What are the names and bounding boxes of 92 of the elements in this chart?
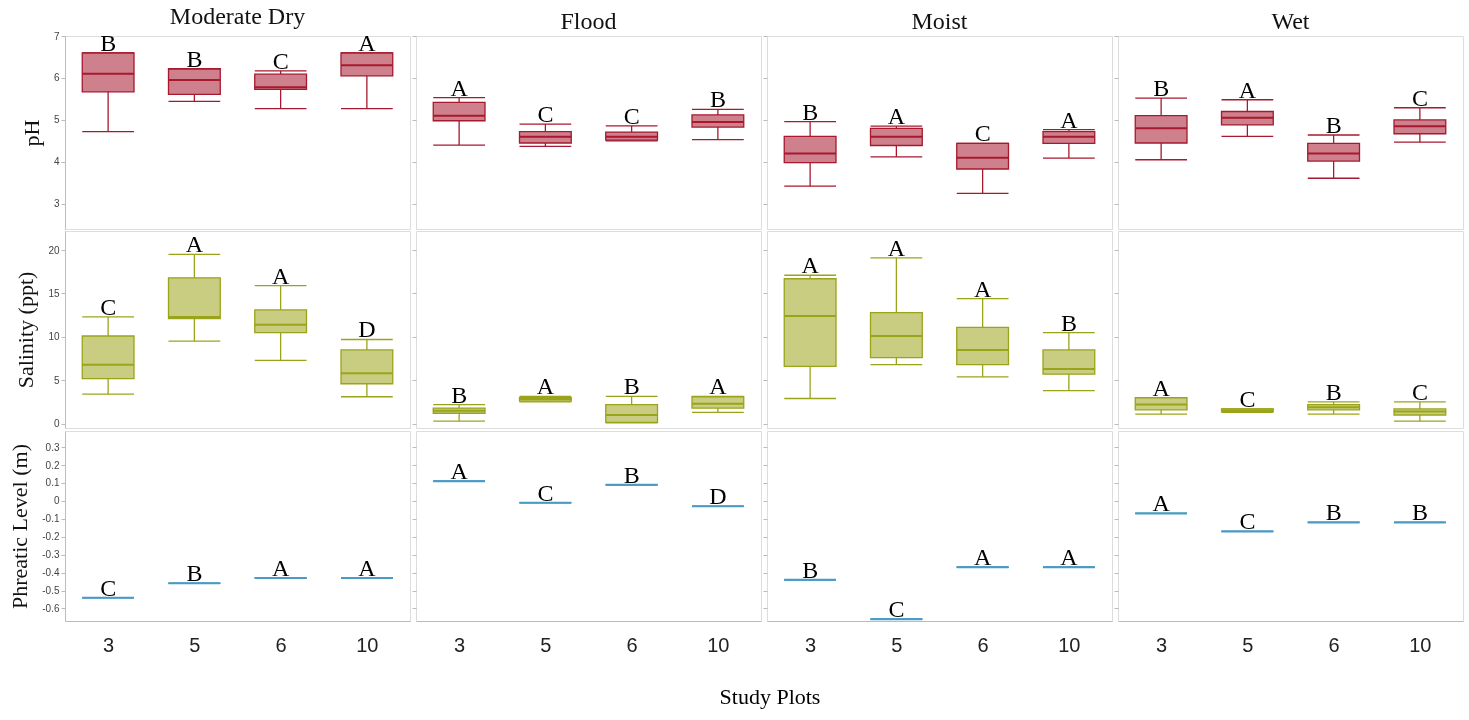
annotation: D	[709, 483, 727, 510]
chart-title: Moderate Dry	[169, 3, 306, 29]
annotation: A	[1238, 76, 1257, 103]
y-axis-title: Salinity (ppt)	[13, 271, 39, 389]
annotation: B	[1325, 112, 1342, 139]
y-tick-label: -0.3	[42, 549, 60, 561]
annotation: C	[888, 596, 905, 623]
y-tick-label: -0.1	[42, 513, 60, 525]
annotation: A	[271, 554, 290, 581]
annotation: A	[973, 544, 992, 571]
chart-title: Wet	[1271, 7, 1310, 34]
annotation: C	[974, 120, 991, 147]
y-tick-label: 0.3	[45, 441, 60, 453]
annotation: A	[801, 252, 820, 279]
y-tick-label: -0.2	[42, 531, 60, 543]
y-axis-title: Phreatic Level (m)	[7, 444, 33, 609]
y-tick-label: 0.2	[45, 459, 60, 471]
annotation: B	[802, 98, 819, 125]
x-tick-label: 10	[1058, 633, 1081, 656]
annotation: C	[1411, 378, 1428, 405]
x-tick-label: 10	[1409, 633, 1432, 656]
annotation: A	[358, 554, 377, 581]
x-tick-label: 6	[626, 633, 638, 656]
x-tick-label: 5	[1242, 633, 1254, 656]
annotation: B	[1153, 75, 1170, 102]
x-tick-label: 6	[275, 633, 287, 656]
x-tick-label: 5	[189, 633, 201, 656]
annotation: B	[623, 373, 640, 400]
annotation: B	[186, 560, 203, 587]
annotation: B	[709, 86, 726, 113]
annotation: A	[1152, 490, 1171, 517]
y-tick-label: 10	[48, 331, 60, 343]
x-tick-label: 10	[707, 633, 730, 656]
annotation: B	[623, 461, 640, 488]
annotation: A	[450, 74, 469, 101]
y-tick-label: 6	[53, 72, 60, 84]
y-tick-label: 0	[53, 418, 60, 430]
annotation: C	[100, 293, 117, 320]
annotation: D	[358, 316, 376, 343]
annotation: C	[623, 102, 640, 129]
x-tick-label: 6	[1328, 633, 1340, 656]
y-tick-label: 7	[53, 30, 60, 42]
annotation: A	[271, 262, 290, 289]
y-tick-label: 5	[53, 114, 60, 126]
x-tick-label: 3	[103, 633, 115, 656]
x-tick-label: 5	[891, 633, 903, 656]
annotation: C	[537, 101, 554, 128]
annotation: B	[1411, 499, 1428, 526]
y-tick-label: -0.4	[42, 567, 60, 579]
annotation: B	[1060, 309, 1077, 336]
annotation: A	[1152, 374, 1171, 401]
x-tick-label: 5	[540, 633, 552, 656]
annotation: C	[100, 574, 117, 601]
annotation: A	[185, 231, 204, 258]
annotation: C	[537, 479, 554, 506]
chart-title: Flood	[560, 7, 617, 34]
annotation: B	[1325, 378, 1342, 405]
annotation: A	[973, 275, 992, 302]
annotation: C	[1239, 385, 1256, 412]
x-axis-title: Study Plots	[718, 684, 822, 710]
y-tick-label: 4	[53, 156, 60, 168]
annotation: B	[451, 381, 468, 408]
x-tick-label: 3	[805, 633, 817, 656]
y-tick-label: 15	[48, 287, 60, 299]
chart-title: Moist	[911, 7, 968, 34]
annotation: B	[802, 556, 819, 583]
annotation: C	[1411, 84, 1428, 111]
annotation: B	[186, 45, 203, 72]
annotation: A	[887, 103, 906, 130]
y-tick-label: 0	[53, 495, 60, 507]
annotation: C	[272, 47, 289, 74]
annotation: B	[100, 29, 117, 56]
annotation: A	[536, 373, 555, 400]
annotation: A	[887, 234, 906, 261]
annotation: A	[1060, 544, 1079, 571]
x-tick-label: 10	[356, 633, 379, 656]
y-tick-label: 5	[53, 374, 60, 386]
y-axis-title: pH	[18, 119, 44, 147]
annotation: C	[1239, 508, 1256, 535]
x-tick-label: 3	[1156, 633, 1168, 656]
x-tick-label: 6	[977, 633, 989, 656]
y-tick-label: -0.6	[42, 602, 60, 614]
annotation: B	[1325, 499, 1342, 526]
y-tick-label: 20	[48, 244, 60, 256]
annotation: A	[1060, 106, 1079, 133]
x-tick-label: 3	[454, 633, 466, 656]
annotation: A	[450, 458, 469, 485]
annotation: A	[709, 373, 728, 400]
annotation: A	[358, 29, 377, 56]
y-tick-label: -0.5	[42, 585, 60, 597]
y-tick-label: 0.1	[45, 477, 60, 489]
y-tick-label: 3	[53, 198, 60, 210]
